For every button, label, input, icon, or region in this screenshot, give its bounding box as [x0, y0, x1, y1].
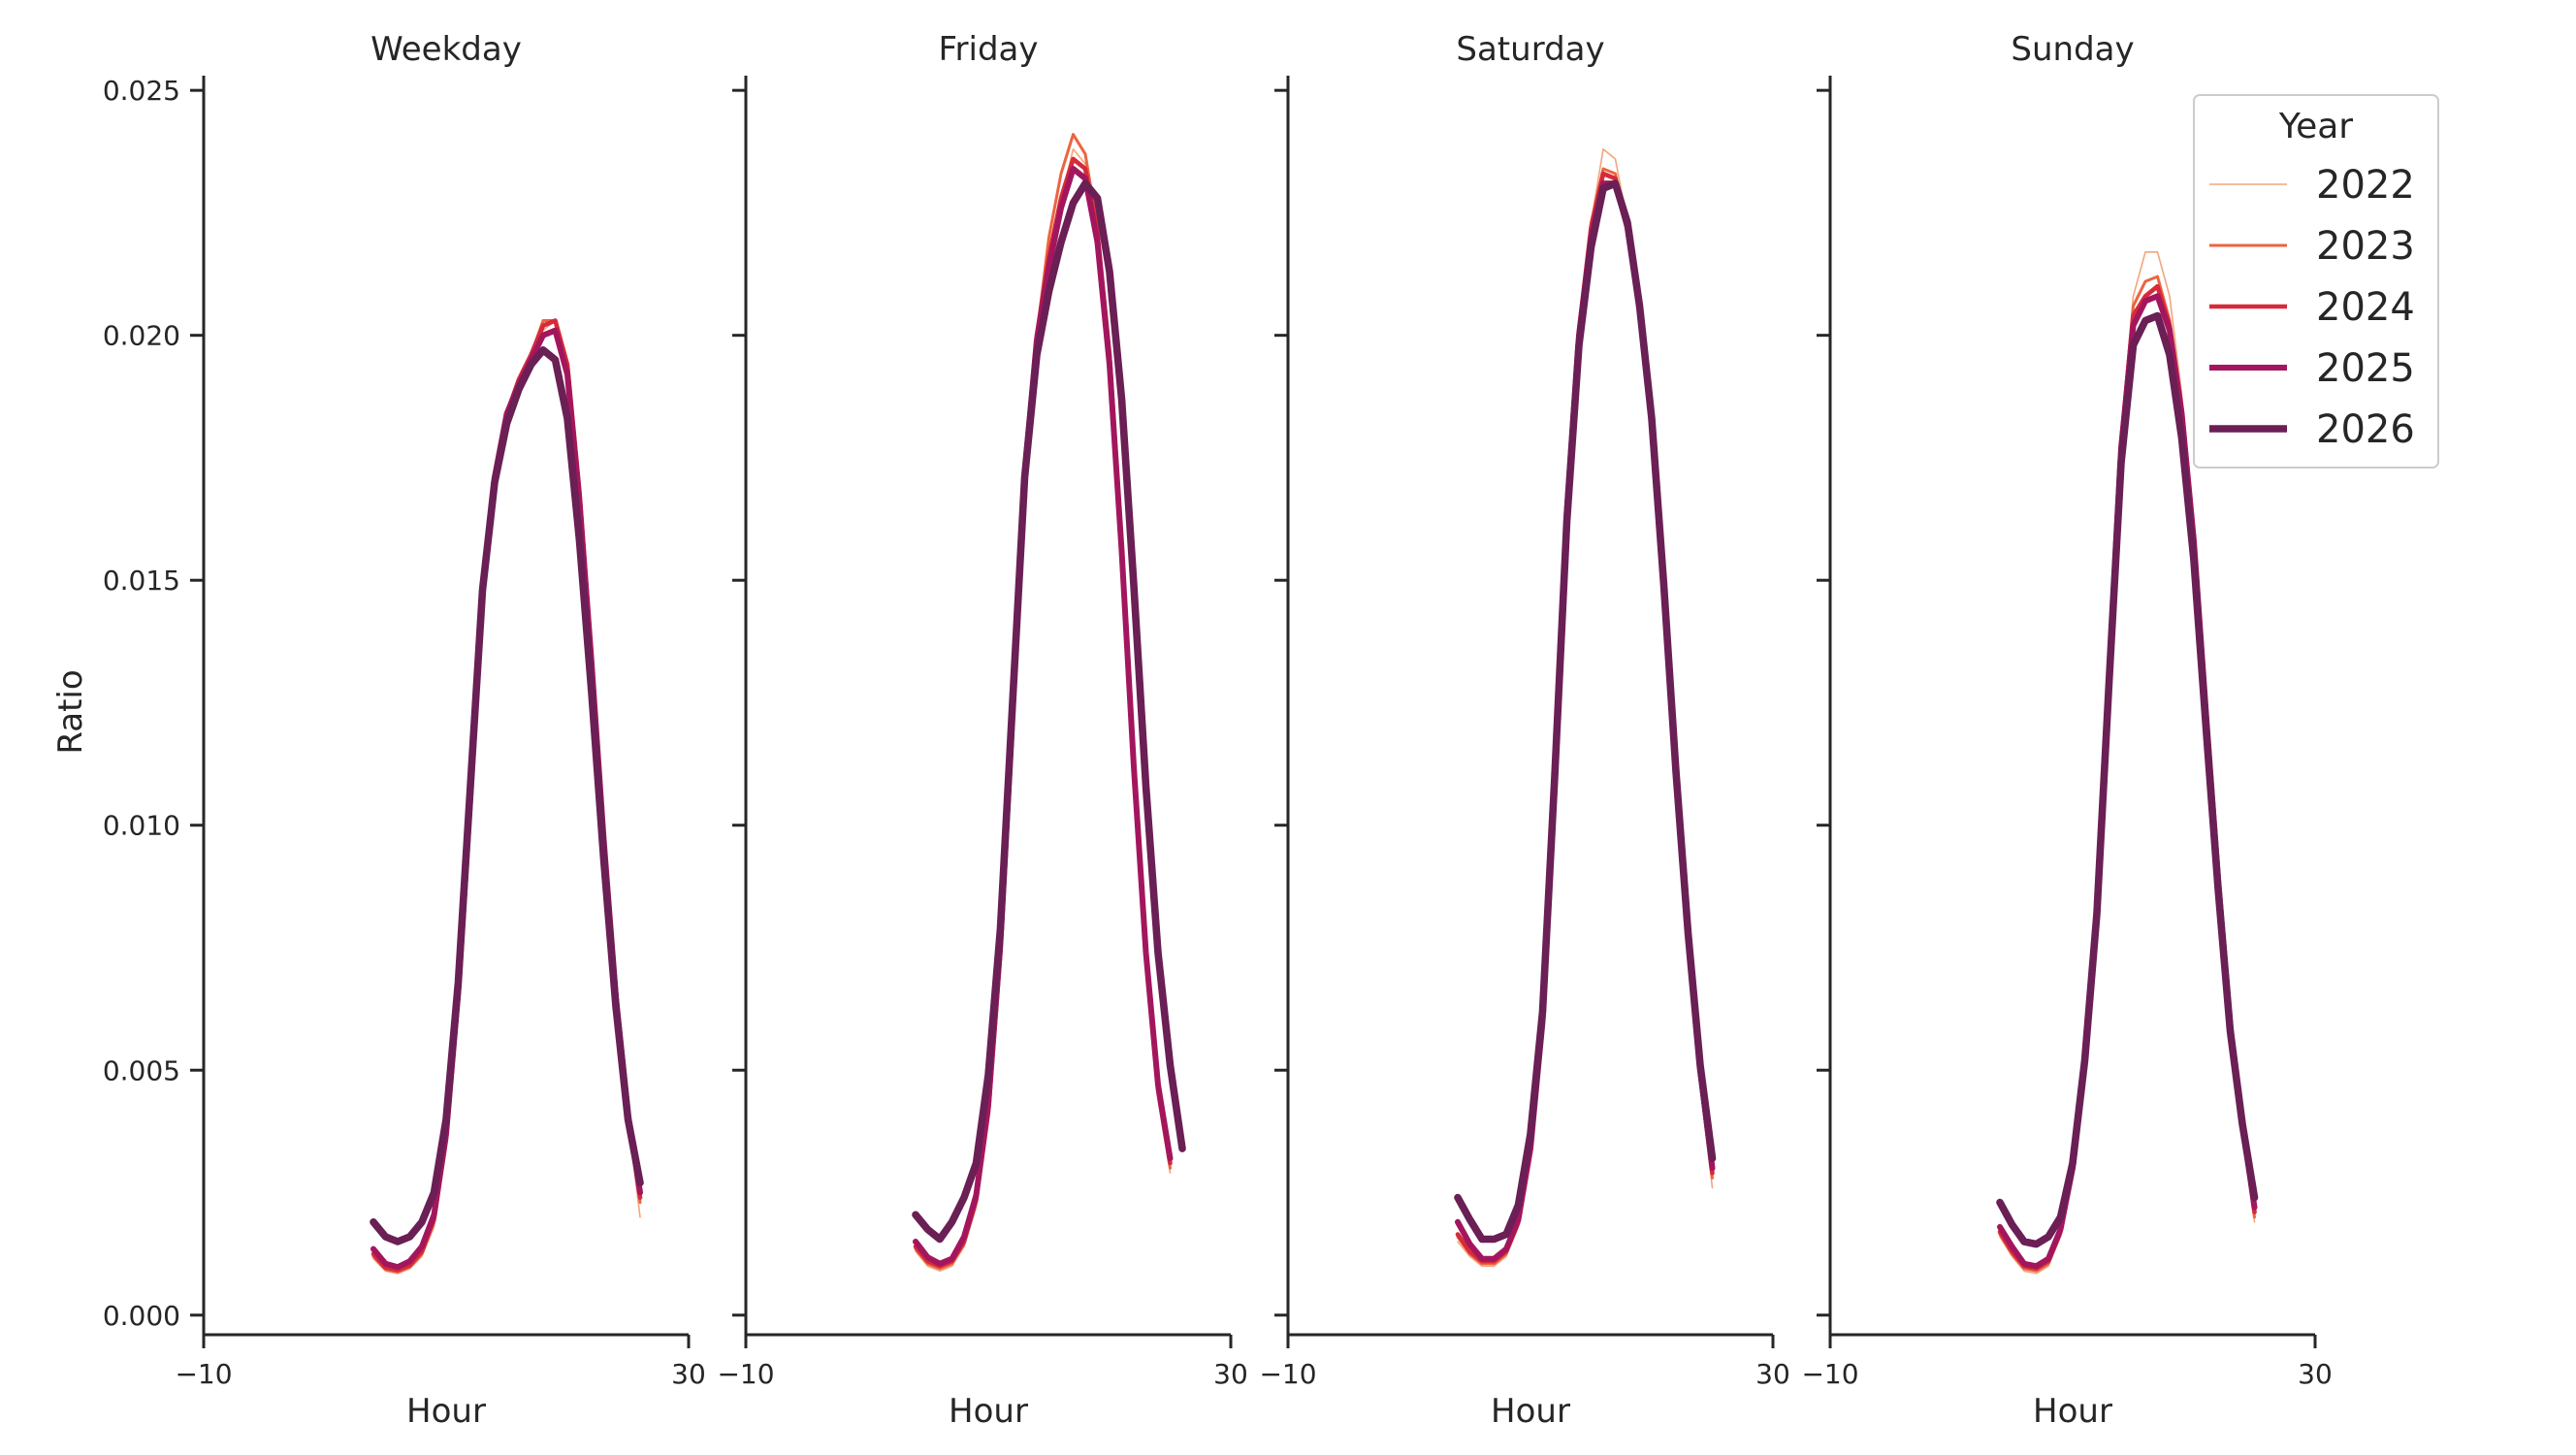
y-tick-label: 0.020	[103, 320, 180, 352]
series-line-2026	[370, 345, 644, 1245]
series-line-2026	[1454, 179, 1717, 1244]
panel-sunday: Sunday −10 30 Hour	[1801, 30, 2332, 1431]
y-tick-label: 0.005	[103, 1054, 180, 1086]
x-tick-label: 30	[1755, 1358, 1790, 1390]
legend: Year 2022 2023 2024 2025 2026	[2193, 94, 2439, 469]
y-tick-label: 0.010	[103, 810, 180, 842]
panel-title: Saturday	[1456, 30, 1604, 69]
legend-entry-2023: 2023	[2316, 224, 2415, 269]
series-line-2026	[1996, 311, 2259, 1248]
x-axis-label: Hour	[1491, 1392, 1570, 1431]
legend-title: Year	[2278, 107, 2353, 146]
x-tick-label: −10	[717, 1358, 774, 1390]
x-tick-label: −10	[175, 1358, 232, 1390]
legend-entry-2022: 2022	[2316, 163, 2415, 208]
y-tick-label: 0.015	[103, 565, 180, 597]
y-tick-label: 0.000	[103, 1300, 180, 1332]
panel-title: Sunday	[2011, 30, 2134, 69]
series-line-2026	[912, 179, 1186, 1244]
panels: Weekday 0.000 0.005 0.010 0.015 0.020 0.025 −10…	[103, 30, 2333, 1431]
y-tick-label: 0.025	[103, 75, 180, 107]
x-axis-label: Hour	[2033, 1392, 2112, 1431]
panel-friday: Friday −10 30 Hour	[717, 30, 1247, 1431]
x-tick-label: 30	[1213, 1358, 1248, 1390]
x-axis-label: Hour	[949, 1392, 1028, 1431]
panel-saturday: Saturday −10 30 Hour	[1259, 30, 1789, 1431]
x-axis-label: Hour	[406, 1392, 486, 1431]
x-tick-label: −10	[1801, 1358, 1858, 1390]
panel-title: Friday	[938, 30, 1038, 69]
legend-entry-2026: 2026	[2316, 407, 2415, 452]
legend-entry-2024: 2024	[2316, 285, 2415, 330]
legend-frame	[2193, 94, 2439, 469]
y-axis-label: Ratio	[51, 669, 90, 754]
legend-entry-2025: 2025	[2316, 346, 2415, 391]
panel-weekday: Weekday 0.000 0.005 0.010 0.015 0.020 0.025 −10…	[103, 30, 706, 1431]
x-tick-label: −10	[1259, 1358, 1316, 1390]
x-tick-label: 30	[2298, 1358, 2333, 1390]
x-tick-label: 30	[671, 1358, 706, 1390]
panel-title: Weekday	[370, 30, 522, 69]
